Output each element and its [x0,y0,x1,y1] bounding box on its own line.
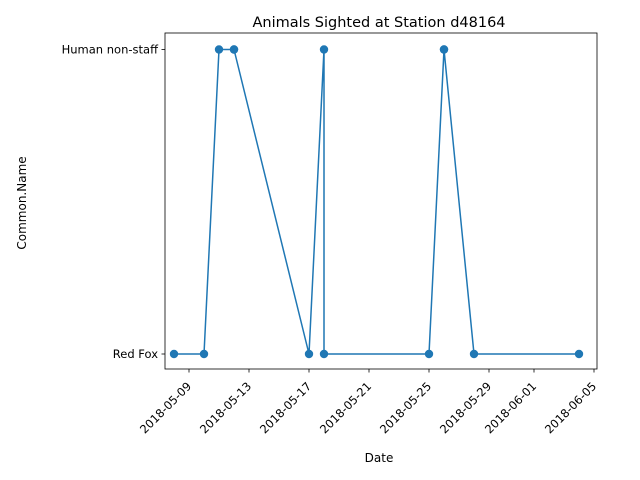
data-point [319,45,329,54]
series-line [174,48,579,355]
x-tick-label: 2018-05-17 [257,379,314,436]
data-point [229,45,239,54]
y-axis-label: Common.Name [15,156,29,249]
data-point [574,349,584,359]
data-point [469,349,479,359]
data-point [439,45,449,54]
data-point [169,349,179,359]
x-tick-label: 2018-05-09 [137,379,194,436]
plot-frame [164,32,598,370]
data-point [304,349,314,359]
chart-title: Animals Sighted at Station d48164 [252,15,505,31]
x-tick-label: 2018-05-25 [377,379,434,436]
data-point [214,45,224,54]
y-tick-label: Human non-staff [62,43,159,57]
x-tick-label: 2018-05-21 [317,379,374,436]
x-axis-label: Date [365,451,394,465]
x-tick-label: 2018-06-05 [542,379,599,436]
y-tick-label: Red Fox [113,347,158,361]
data-point [424,349,434,359]
data-point [319,349,329,359]
data-point [199,349,209,359]
x-tick-label: 2018-05-13 [197,379,254,436]
